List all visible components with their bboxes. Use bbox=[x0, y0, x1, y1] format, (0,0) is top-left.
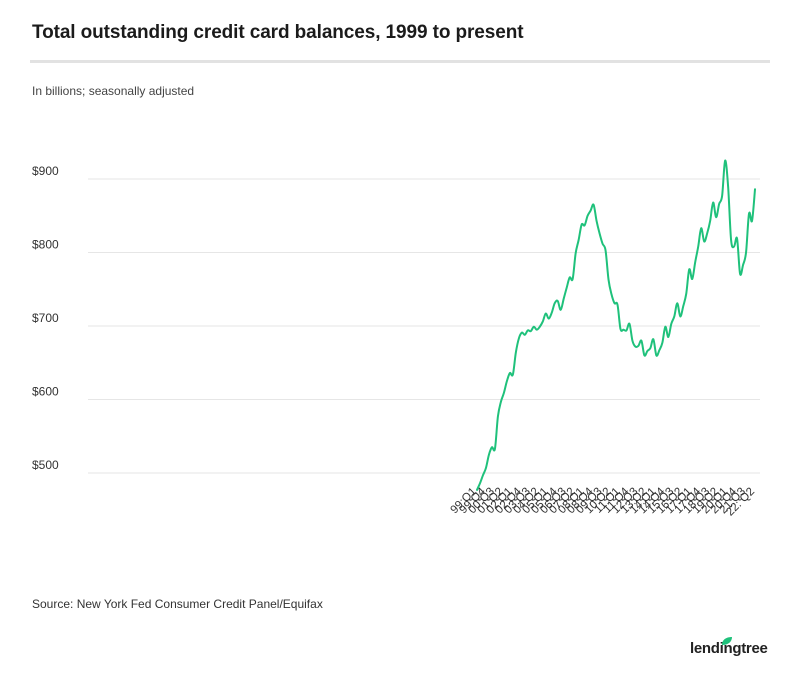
logo-text: lendingtree bbox=[690, 640, 768, 657]
y-tick-label: $900 bbox=[32, 164, 59, 178]
series-line bbox=[476, 159, 756, 491]
x-axis-ticks: 99:Q199:Q400:Q301:Q202:Q102:Q403:Q304:Q2… bbox=[448, 485, 757, 518]
y-tick-label: $500 bbox=[32, 458, 59, 472]
y-tick-label: $700 bbox=[32, 311, 59, 325]
chart-title: Total outstanding credit card balances, … bbox=[32, 22, 524, 43]
title-divider bbox=[30, 60, 770, 63]
gridlines bbox=[88, 178, 760, 474]
leaf-icon bbox=[722, 637, 732, 645]
series-layer bbox=[476, 159, 756, 491]
chart-subtitle: In billions; seasonally adjusted bbox=[32, 84, 195, 98]
y-axis-ticks: $500 $600 $700 $800 $900 bbox=[32, 164, 59, 472]
y-tick-label: $800 bbox=[32, 238, 59, 252]
lendingtree-logo[interactable]: lendingtree bbox=[690, 640, 768, 657]
y-tick-label: $600 bbox=[32, 385, 59, 399]
source-note: Source: New York Fed Consumer Credit Pan… bbox=[32, 597, 323, 611]
line-chart: $500 $600 $700 $800 $900 99:Q199:Q400:Q301:Q… bbox=[32, 159, 760, 519]
